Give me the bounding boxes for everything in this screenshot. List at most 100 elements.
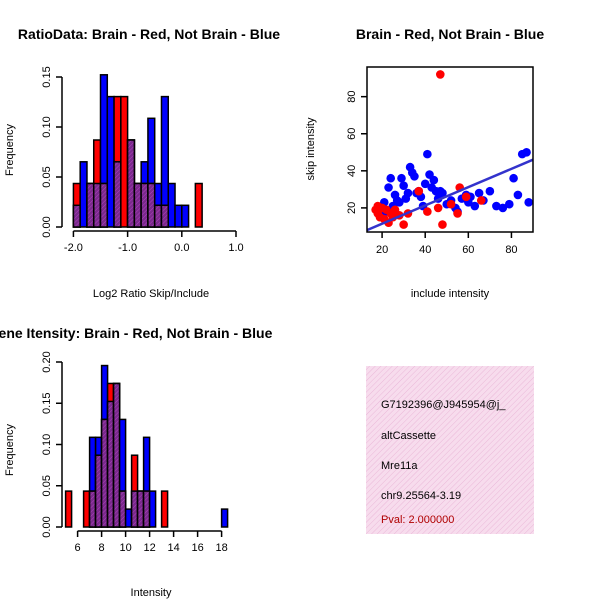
intensity-y-tick-label: 0.00 [41,516,53,537]
scatter-axes: 20 40 60 80 20 40 60 80 [346,66,534,256]
ratio-bar-not-brain [167,182,176,228]
ratio-bar-overlap [113,161,122,228]
scatter-point-brain [373,201,383,211]
scatter-point-brain [438,220,447,229]
ratio-histogram-bars [72,74,203,228]
scatter-point-not-brain [485,186,495,196]
scatter-point-not-brain [420,179,430,189]
info-locus: chr9.25564-3.19 [381,490,461,502]
intensity-bar-not-brain [148,490,157,528]
intensity-bar-brain [82,490,91,528]
ratio-bar-overlap [72,204,81,228]
scatter-point-brain [453,209,462,218]
ratio-histogram-axes: -2.0 -1.0 0.0 1.0 0.00 0.05 0.10 0.15 [41,66,244,254]
scatter-point-not-brain [429,175,439,185]
ratio-bar-overlap [99,182,109,228]
intensity-x-tick-label: 14 [167,542,179,554]
ratio-bar-overlap [92,182,102,228]
intensity-bar-overlap [112,382,121,528]
scatter-point-brain [433,203,443,213]
intensity-bar-not-brain [124,508,133,528]
scatter-point-not-brain [470,201,480,211]
intensity-histogram-ylabel: Frequency [4,424,16,476]
ratio-bar-overlap [147,182,156,228]
ratio-y-tick-label: 0.00 [41,216,53,237]
ratio-bar-overlap [160,204,170,228]
info-probe-id: G7192396@J945954@j_ [381,399,506,411]
ratio-bar-brain [194,182,203,228]
scatter-point-brain [446,199,456,209]
scatter-point-brain [399,220,408,229]
scatter-point-brain [461,192,471,202]
info-pval: Pval: 2.000000 [381,514,454,526]
scatter-y-tick-label: 80 [346,91,358,103]
scatter-point-not-brain [384,183,393,192]
scatter-point-not-brain [474,188,484,198]
ratio-bar-overlap [140,182,149,228]
intensity-bar-overlap [142,490,151,528]
intensity-bar-overlap [106,400,115,528]
scatter-point-not-brain [498,203,508,213]
ratio-y-tick-label: 0.15 [41,66,53,87]
ratio-bar-overlap [153,204,163,228]
scatter-y-tick-label: 60 [346,128,358,140]
scatter-point-not-brain [397,173,406,183]
scatter-point-not-brain [522,147,531,157]
intensity-bar-not-brain [220,508,229,528]
intensity-y-tick-label: 0.15 [41,393,53,414]
ratio-bar-not-brain [106,95,115,228]
intensity-histogram-panel: Gene Itensity: Brain - Red, Not Brain - … [0,325,273,599]
scatter-point-not-brain [509,173,518,183]
scatter-point-brain [423,207,432,216]
intensity-scatter-panel: Brain - Red, Not Brain - Blue 20 40 60 80 20… [305,26,544,300]
scatter-point-not-brain [492,201,501,211]
info-panel-background [366,366,534,534]
intensity-x-tick-label: 6 [75,542,81,554]
intensity-bar-overlap [94,454,103,528]
scatter-fit-line [366,158,534,232]
scatter-x-tick-label: 20 [376,244,388,256]
scatter-plot-frame [366,66,534,233]
ratio-x-tick-label: 1.0 [228,242,243,254]
intensity-histogram-title: Gene Itensity: Brain - Red, Not Brain - … [0,325,273,341]
intensity-histogram-bars [64,364,229,528]
ratio-bar-overlap [133,182,142,228]
scatter-title: Brain - Red, Not Brain - Blue [356,26,544,42]
scatter-x-tick-label: 40 [419,244,431,256]
scatter-point-not-brain [513,190,523,200]
ratio-bar-brain [120,95,129,228]
intensity-bar-overlap [118,490,127,528]
scatter-point-not-brain [438,188,447,198]
intensity-histogram-xlabel: Intensity [131,587,172,599]
scatter-point-not-brain [504,199,514,209]
scatter-x-tick-label: 80 [505,244,517,256]
scatter-ylabel: skip intensity [305,117,317,180]
intensity-bar-overlap [130,490,139,528]
ratio-bar-not-brain [181,204,190,228]
ratio-x-tick-label: 0.0 [174,242,189,254]
scatter-point-not-brain [386,173,396,183]
intensity-y-tick-label: 0.10 [41,434,53,455]
ratio-bar-not-brain [174,204,183,228]
scatter-point-not-brain [403,188,413,198]
scatter-point-brain [476,196,486,205]
scatter-x-tick-label: 60 [462,244,474,256]
intensity-bar-overlap [88,490,97,528]
ratio-histogram-panel: RatioData: Brain - Red, Not Brain - Blue… [4,26,280,300]
intensity-x-tick-label: 10 [119,542,131,554]
intensity-x-tick-label: 8 [99,542,105,554]
info-event-type: altCassette [381,430,436,442]
scatter-point-not-brain [395,198,404,207]
ratio-bar-overlap [126,139,136,228]
intensity-bar-brain [64,490,73,528]
intensity-bar-overlap [136,490,145,528]
info-panel: G7192396@J945954@j_ altCassette Mre11a c… [366,366,534,534]
ratio-histogram-xlabel: Log2 Ratio Skip/Include [93,288,209,300]
info-gene-symbol: Mre11a [381,460,418,472]
scatter-y-tick-label: 20 [346,202,358,214]
intensity-bar-brain [160,490,169,528]
intensity-x-tick-label: 12 [143,542,155,554]
scatter-point-brain [414,186,424,196]
ratio-histogram-title: RatioData: Brain - Red, Not Brain - Blue [18,26,280,42]
